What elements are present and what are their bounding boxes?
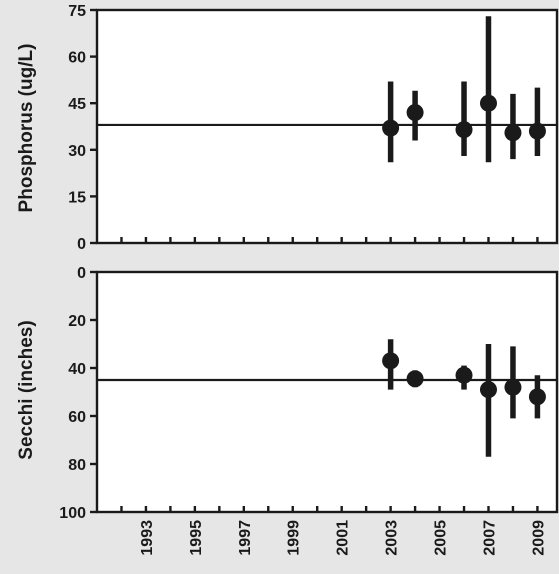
phosphorus-panel: 0 15 30 45 60 75 Phosphorus (ug/L) [16,3,559,253]
phosphorus-y-tick-label: 30 [68,143,86,160]
x-tick-label: 2003 [384,520,401,556]
secchi-data-point [504,378,522,396]
x-tick-label: 1999 [286,520,303,556]
secchi-y-tick-label: 0 [77,265,86,282]
secchi-data-point [479,381,497,399]
secchi-data-point [382,352,400,370]
secchi-data-point [528,388,546,406]
secchi-data-point [406,370,424,388]
phosphorus-y-axis-title: Phosphorus (ug/L) [16,44,37,213]
phosphorus-ticks: 0 15 30 45 60 75 [68,3,539,253]
secchi-y-tick-label: 20 [68,313,86,330]
phosphorus-data-point [455,121,473,139]
phosphorus-y-tick-label: 60 [68,50,86,67]
secchi-y-tick-label: 40 [68,361,86,378]
secchi-plot-area [97,272,557,512]
phosphorus-y-tick-label: 15 [68,189,86,206]
phosphorus-data-point [382,119,400,137]
phosphorus-data-point [528,122,546,140]
x-tick-label: 1995 [188,520,205,556]
phosphorus-plot-area [97,10,557,243]
phosphorus-axis-frame [95,8,559,245]
secchi-y-tick-label: 80 [68,457,86,474]
secchi-y-tick-label: 60 [68,409,86,426]
phosphorus-y-tick-label: 0 [77,236,86,253]
secchi-y-axis-title: Secchi (inches) [16,320,37,459]
phosphorus-data-point [406,104,424,122]
x-tick-label: 2009 [530,520,547,556]
phosphorus-y-tick-label: 75 [68,3,86,20]
secchi-data-point [455,366,473,384]
secchi-marks [97,339,557,457]
x-tick-label: 1993 [139,520,156,556]
x-tick-label: 2001 [335,520,352,556]
x-axis-labels: 1993 1995 1997 1999 2001 2003 2005 2007 2009 [139,520,547,556]
secchi-ticks: 0 20 40 60 80 100 [59,265,539,522]
x-tick-label: 1997 [237,520,254,556]
phosphorus-data-point [504,124,522,142]
secchi-y-tick-label: 100 [59,505,86,522]
x-tick-label: 2007 [481,520,498,556]
phosphorus-data-point [479,94,497,112]
phosphorus-marks [97,16,557,163]
x-tick-label: 2005 [433,520,450,556]
secchi-axis-frame [95,270,559,514]
phosphorus-y-tick-label: 45 [68,96,86,113]
